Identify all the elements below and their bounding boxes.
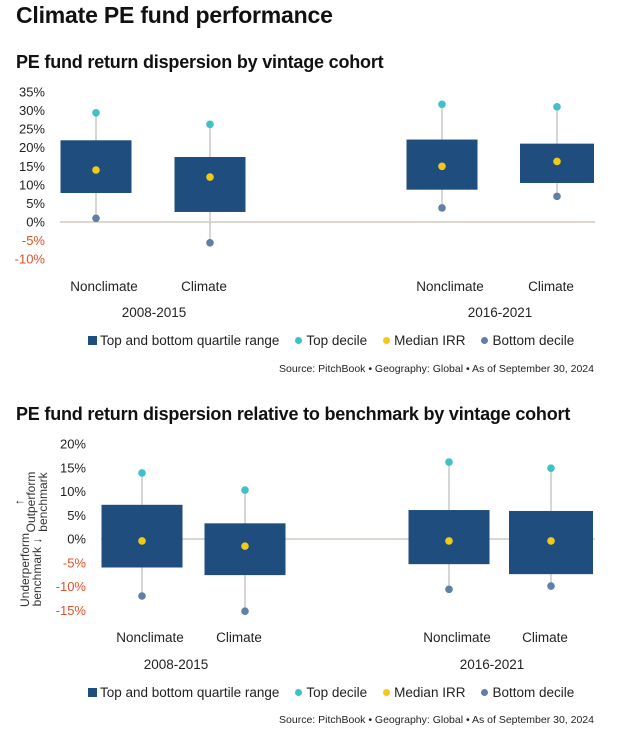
bottom-decile-point [438,204,446,212]
group-label: 2008-2015 [122,305,187,320]
median-point [438,162,446,171]
y-tick-label: 20% [19,140,45,155]
outperform-axis-note: ↑ Outperform benchmark [12,471,50,533]
down-arrow-icon: ↓ [30,537,44,544]
legend-item-top-decile: Top decile [295,333,367,348]
y-tick-label: 10% [19,177,45,192]
legend-item-bottom-decile: Bottom decile [481,685,574,700]
median-point [138,537,146,545]
chart-2-plot: 20% 15% 10% 5% 0% -5% -10% -15% Nonclimate Climat… [56,437,595,672]
bottom-decile-point [547,582,555,590]
dot-swatch-icon [383,337,391,344]
dot-swatch-icon [295,689,303,696]
category-label: Nonclimate [70,279,138,294]
legend-item-quartile: Top and bottom quartile range [88,333,279,348]
dot-swatch-icon [481,337,489,344]
legend-item-median: Median IRR [383,333,465,348]
y-tick-label: 10% [60,484,86,499]
quartile-box [408,510,490,565]
legend-item-bottom-decile: Bottom decile [481,333,574,348]
y-tick-label: -5% [63,555,87,570]
y-tick-label: 25% [19,122,45,137]
category-label: Nonclimate [416,279,484,294]
median-point [547,537,555,545]
underperform-axis-note: Underperform benchmark ↓ [18,532,44,607]
top-decile-point [206,120,214,129]
dot-swatch-icon [295,337,303,344]
y-tick-label: 15% [60,460,86,475]
chart-1-source: Source: PitchBook • Geography: Global • … [279,363,594,375]
chart-2-source: Source: PitchBook • Geography: Global • … [279,714,594,726]
square-swatch-icon [88,336,97,345]
bottom-decile-point [138,592,146,600]
chart-1-legend: Top and bottom quartile range Top decile… [88,333,590,348]
y-tick-label: -5% [22,233,46,248]
y-tick-label: -10% [56,579,87,594]
y-tick-label: -15% [56,603,87,618]
chart-2-legend: Top and bottom quartile range Top decile… [88,685,590,700]
median-point [206,173,214,181]
group-label: 2016-2021 [468,305,533,320]
median-point [241,542,249,550]
dot-swatch-icon [481,689,489,696]
category-label: Climate [216,630,262,645]
page-title: Climate PE fund performance [16,2,333,28]
top-decile-point [445,458,453,466]
y-tick-label: 0% [67,532,86,547]
top-decile-point [438,100,446,109]
median-point [553,157,561,166]
y-tick-label: 30% [19,103,45,118]
category-label: Climate [181,279,227,294]
group-label: 2008-2015 [144,657,209,672]
y-tick-label: 5% [67,508,86,523]
y-tick-label: 20% [60,437,86,452]
category-label: Climate [522,630,568,645]
legend-item-top-decile: Top decile [295,685,367,700]
median-point [92,166,100,174]
quartile-box [174,157,246,212]
y-tick-label: 15% [19,159,45,174]
category-label: Nonclimate [116,630,184,645]
top-decile-point [553,103,561,111]
category-label: Nonclimate [423,630,491,645]
chart-1-plot: 35% 30% 25% 20% 15% 10% 5% 0% -5% -10% Nonclimate C… [15,85,595,320]
bottom-decile-point [241,607,249,615]
y-tick-label: 5% [26,196,45,211]
y-tick-label: -10% [15,252,46,267]
chart-1-title: PE fund return dispersion by vintage coh… [16,52,384,72]
y-tick-label: 35% [19,85,45,100]
top-decile-point [241,486,249,494]
quartile-box [101,504,183,568]
bottom-decile-point [445,585,453,594]
group-label: 2016-2021 [460,657,525,672]
bottom-decile-point [553,192,561,201]
square-swatch-icon [88,688,97,697]
bottom-decile-point [92,214,100,223]
top-decile-point [138,469,146,477]
bottom-decile-point [206,239,214,247]
legend-item-median: Median IRR [383,685,465,700]
top-decile-point [547,464,555,473]
chart-2-title: PE fund return dispersion relative to be… [16,404,571,424]
dot-swatch-icon [383,689,391,696]
legend-item-quartile: Top and bottom quartile range [88,685,279,700]
median-point [445,537,453,545]
category-label: Climate [528,279,574,294]
top-decile-point [92,109,100,117]
y-tick-label: 0% [26,215,45,230]
